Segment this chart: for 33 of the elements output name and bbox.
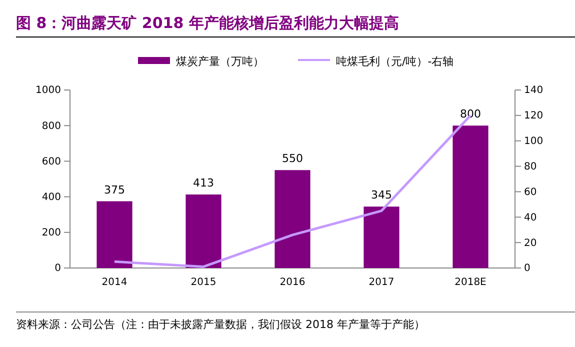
y-tick-label: 600: [42, 156, 61, 168]
bar: [274, 170, 310, 268]
y2-tick-label: 120: [524, 110, 544, 122]
y2-tick-label: 60: [524, 186, 537, 198]
bar: [96, 201, 132, 268]
y-tick-label: 200: [42, 228, 61, 239]
data-label: 413: [193, 176, 214, 190]
x-tick-label: 2016: [280, 277, 306, 288]
x-tick-label: 2014: [102, 277, 128, 288]
text: 资料来源：公司公告（注：由于未披露产量数据，我们假设 2018 年产量等于产能）: [16, 318, 425, 331]
y2-tick-label: 100: [524, 136, 544, 148]
y-tick-label: 400: [42, 192, 61, 203]
data-label: 800: [460, 108, 481, 121]
bar: [186, 194, 222, 268]
data-label: 550: [282, 152, 303, 166]
legend-label: 煤炭产量（万吨）: [176, 55, 264, 68]
x-tick-label: 2018E: [454, 277, 486, 288]
y2-tick-label: 40: [524, 212, 537, 224]
y-tick-label: 1000: [36, 85, 61, 96]
chart-title: 图 8：河曲露天矿 2018 年产能核增后盈利能力大幅提高: [16, 14, 399, 32]
bar: [364, 206, 400, 268]
data-label: 345: [371, 188, 392, 202]
y2-tick-label: 80: [524, 161, 537, 172]
legend-label: 吨煤毛利（元/吨）-右轴: [336, 55, 454, 68]
x-tick-label: 2015: [190, 277, 216, 288]
bar: [452, 126, 488, 268]
y2-tick-label: 140: [524, 85, 544, 96]
y-tick-label: 0: [54, 263, 61, 274]
x-tick-label: 2017: [368, 277, 394, 288]
y2-tick-label: 0: [524, 263, 530, 274]
y-tick-label: 800: [42, 120, 61, 132]
y2-tick-label: 20: [524, 238, 537, 249]
data-label: 375: [104, 183, 125, 196]
